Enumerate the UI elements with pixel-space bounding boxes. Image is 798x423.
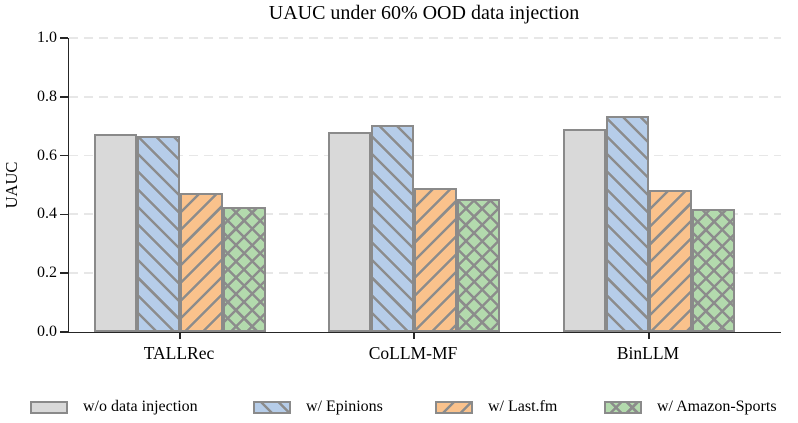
y-tick-label-0.6: 0.6 [37, 146, 57, 164]
bar-collm-mf-w-amazon-sports [457, 199, 500, 332]
x-tick-label-tallrec: TALLRec [143, 343, 215, 363]
gridline-y-1.0 [69, 37, 781, 39]
y-tick-1.0 [60, 37, 68, 39]
y-tick-label-0.4: 0.4 [37, 205, 57, 223]
x-tick-tallrec [179, 332, 181, 339]
legend-label-w-o-data-injection: w/o data injection [83, 398, 198, 415]
bar-collm-mf-w-epinions [371, 124, 414, 332]
x-tick-binllm [648, 332, 650, 339]
legend-swatch-w-epinions [253, 400, 291, 414]
bar-binllm-w-epinions [606, 115, 649, 332]
legend-label-w-last-fm: w/ Last.fm [488, 398, 558, 415]
legend-swatch-w-last-fm [435, 400, 473, 414]
plot-area [60, 37, 781, 339]
legend-label-w-amazon-sports: w/ Amazon-Sports [657, 398, 777, 415]
bar-binllm-w-last-fm [649, 190, 692, 332]
gridline-y-0.6 [69, 154, 781, 157]
gridline-y-0.8 [69, 95, 781, 98]
bar-tallrec-w-epinions [137, 135, 180, 332]
legend-swatch-w-o-data-injection [30, 400, 68, 414]
y-tick-0.8 [60, 96, 68, 98]
y-tick-label-0.0: 0.0 [37, 323, 57, 340]
y-axis-label: UAUC [2, 161, 21, 209]
y-tick-0.4 [60, 213, 68, 216]
bar-collm-mf-w-last-fm [414, 187, 457, 332]
legend-item-w-amazon-sports: w/ Amazon-Sports [604, 398, 777, 416]
y-tick-label-0.8: 0.8 [37, 87, 57, 105]
legend-item-w-last-fm: w/ Last.fm [435, 398, 557, 416]
chart-title: UAUC under 60% OOD data injection [268, 2, 580, 24]
y-tick-label-1.0: 1.0 [37, 29, 57, 46]
bar-tallrec-w-o-data-injection [94, 133, 137, 332]
legend-label-w-epinions: w/ Epinions [306, 398, 383, 415]
bar-tallrec-w-amazon-sports [223, 207, 266, 332]
y-tick-label-0.2: 0.2 [37, 264, 57, 282]
legend-swatch-w-amazon-sports [604, 400, 642, 414]
x-tick-label-binllm: BinLLM [616, 343, 680, 363]
x-tick-label-collm-mf: CoLLM-MF [368, 343, 458, 363]
y-tick-0.6 [60, 154, 68, 157]
y-tick-0.0 [60, 331, 68, 333]
bar-binllm-w-amazon-sports [692, 209, 735, 332]
bar-collm-mf-w-o-data-injection [328, 132, 371, 332]
legend-item-w-epinions: w/ Epinions [253, 398, 383, 416]
y-tick-0.2 [60, 272, 68, 274]
x-tick-collm-mf [413, 332, 415, 339]
legend-item-w-o-data-injection: w/o data injection [30, 398, 198, 416]
bar-binllm-w-o-data-injection [563, 129, 606, 332]
bar-tallrec-w-last-fm [180, 192, 223, 332]
